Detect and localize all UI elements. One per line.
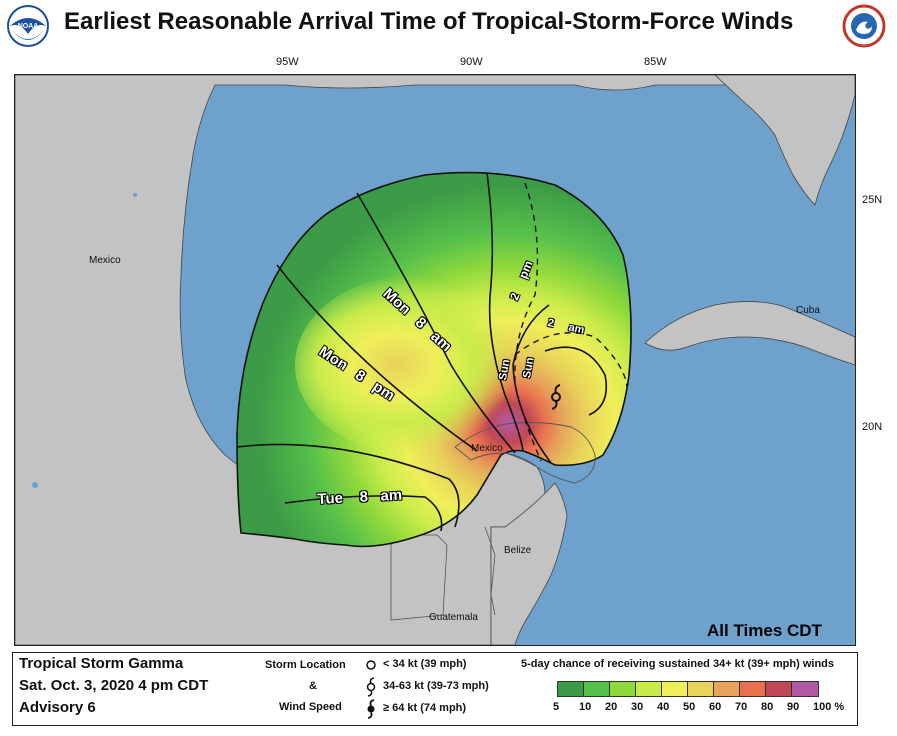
- probability-core: [295, 275, 535, 455]
- legend-value: 5: [553, 701, 560, 713]
- legend-swatch: [557, 681, 585, 697]
- legend-swatch: [661, 681, 689, 697]
- advisory-number: Advisory 6: [19, 699, 96, 716]
- header: NOAA Earliest Reasonable Arrival Time of…: [0, 0, 897, 48]
- hurricane-icon: [367, 699, 375, 719]
- legend-value: 40: [657, 701, 670, 713]
- isochrone-mon-8am-line: [276, 264, 478, 452]
- storm-symbol-legend: [366, 660, 376, 719]
- symbol-label-lt34: < 34 kt (39 mph): [383, 658, 467, 670]
- legend-value: 20: [605, 701, 618, 713]
- legend-swatch: [583, 681, 611, 697]
- map-panel: Mexico Mexico Cuba Belize Guatemala Mon …: [14, 74, 856, 646]
- land-central-america: [490, 482, 568, 645]
- storm-location-symbol: [551, 384, 561, 410]
- place-label-guatemala: Guatemala: [429, 612, 478, 623]
- legend-swatch: [713, 681, 741, 697]
- footer-legend: Tropical Storm Gamma Sat. Oct. 3, 2020 4…: [12, 652, 858, 726]
- place-label-mexico: Mexico: [89, 255, 121, 266]
- legend-value: 10: [579, 701, 592, 713]
- isochrone-sun-line: [512, 304, 552, 464]
- noaa-logo: NOAA: [7, 5, 49, 47]
- lon-label-95w: 95W: [276, 56, 299, 68]
- place-label-cuba: Cuba: [796, 305, 820, 316]
- lake: [32, 482, 38, 488]
- legend-swatch: [791, 681, 819, 697]
- place-label-mexico-yucatan: Mexico: [471, 443, 503, 454]
- legend-swatch: [765, 681, 793, 697]
- legend-swatch: [609, 681, 637, 697]
- legend-swatch: [739, 681, 767, 697]
- legend-value: 60: [709, 701, 722, 713]
- legend-swatch: [687, 681, 715, 697]
- legend-value: 50: [683, 701, 696, 713]
- legend-value: 70: [735, 701, 748, 713]
- map-title: Earliest Reasonable Arrival Time of Trop…: [64, 8, 794, 35]
- lat-label-25n: 25N: [862, 194, 883, 206]
- isochrone-tue-8am-line: [284, 495, 443, 532]
- advisory-datetime: Sat. Oct. 3, 2020 4 pm CDT: [19, 677, 209, 694]
- land-mexico-us: [15, 75, 855, 645]
- map-svg: [15, 75, 855, 645]
- lon-label-85w: 85W: [644, 56, 667, 68]
- wind-speed-label: Wind Speed: [279, 701, 342, 713]
- legend-swatch: [635, 681, 663, 697]
- open-circle-icon: [366, 660, 376, 670]
- ampersand: &: [309, 680, 317, 692]
- symbol-label-ge64: ≥ 64 kt (74 mph): [383, 702, 467, 714]
- svg-text:NOAA: NOAA: [18, 23, 39, 30]
- lat-label-20n: 20N: [862, 421, 883, 433]
- legend-value: 100 %: [813, 701, 845, 713]
- storm-name: Tropical Storm Gamma: [19, 655, 184, 672]
- isochrone-sun-2pm-line: [486, 172, 524, 452]
- isochrone-inner-line: [544, 346, 608, 416]
- symbol-label-34-63: 34-63 kt (39-73 mph): [383, 680, 489, 692]
- land-florida: [714, 75, 855, 206]
- isochrone-sun-2am-dashed: [514, 332, 628, 388]
- tropical-storm-icon: [366, 677, 376, 697]
- isochrone-mon-8am-line-b: [356, 192, 516, 454]
- place-label-belize: Belize: [504, 545, 532, 556]
- legend-title: 5-day chance of receiving sustained 34+ …: [521, 658, 834, 670]
- lake: [133, 193, 137, 197]
- timezone-note: All Times CDT: [707, 621, 822, 640]
- border-belize: [484, 526, 496, 616]
- isochrone-mon-8pm-line: [236, 443, 460, 528]
- legend-value: 90: [787, 701, 800, 713]
- legend-value: 30: [631, 701, 644, 713]
- land-cuba: [644, 301, 855, 366]
- legend-value: 80: [761, 701, 774, 713]
- nws-logo: [842, 4, 886, 48]
- storm-location-label: Storm Location: [265, 659, 346, 671]
- lon-label-90w: 90W: [460, 56, 483, 68]
